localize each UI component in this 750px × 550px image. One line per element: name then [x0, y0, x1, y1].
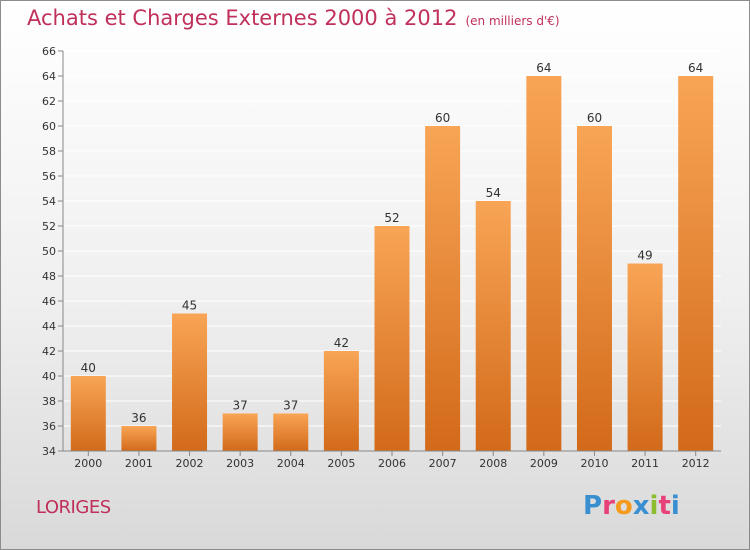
- x-tick-label: 2004: [277, 457, 305, 470]
- data-label: 36: [131, 411, 146, 425]
- data-label: 45: [182, 299, 197, 313]
- bar-2006: [374, 226, 410, 451]
- x-tick-label: 2006: [378, 457, 406, 470]
- logo-letter: o: [614, 491, 633, 521]
- data-label: 60: [587, 111, 602, 125]
- logo-letter: i: [649, 491, 659, 521]
- logo-letter: r: [602, 491, 615, 521]
- bar-2008: [475, 201, 511, 451]
- data-label: 52: [384, 211, 399, 225]
- chart-title-text: Achats et Charges Externes 2000 à 2012: [27, 6, 458, 30]
- commune-name: LORIGES: [36, 497, 111, 518]
- bar-2003: [222, 413, 258, 451]
- data-label: 40: [81, 361, 96, 375]
- y-tick-label: 46: [42, 295, 56, 308]
- y-tick-label: 62: [42, 95, 56, 108]
- logo-letter: i: [670, 491, 680, 521]
- y-tick-label: 50: [42, 245, 56, 258]
- x-tick-label: 2005: [327, 457, 355, 470]
- data-label: 60: [435, 111, 450, 125]
- x-tick-label: 2000: [74, 457, 102, 470]
- bar-2012: [678, 76, 714, 451]
- y-tick-label: 56: [42, 170, 56, 183]
- x-tick-label: 2009: [530, 457, 558, 470]
- y-tick-label: 54: [42, 195, 56, 208]
- data-label: 49: [637, 249, 652, 263]
- x-tick-label: 2008: [479, 457, 507, 470]
- y-tick-label: 44: [42, 320, 56, 333]
- y-tick-label: 40: [42, 370, 56, 383]
- y-tick-label: 66: [42, 45, 56, 58]
- data-label: 64: [536, 61, 551, 75]
- bar-2011: [627, 263, 663, 451]
- data-label: 54: [486, 186, 501, 200]
- bar-2001: [121, 426, 157, 451]
- x-tick-label: 2011: [631, 457, 659, 470]
- bar-2009: [526, 76, 562, 451]
- y-tick-label: 34: [42, 445, 56, 458]
- bar-2002: [172, 313, 208, 451]
- logo-letter: t: [658, 491, 671, 521]
- data-label: 42: [334, 336, 349, 350]
- chart-title: Achats et Charges Externes 2000 à 2012 (e…: [27, 6, 560, 30]
- y-tick-label: 60: [42, 120, 56, 133]
- proxiti-logo[interactable]: Proxiti: [583, 491, 680, 521]
- x-tick-label: 2002: [176, 457, 204, 470]
- logo-letter: P: [583, 491, 603, 521]
- chart-unit: (en milliers d'€): [465, 14, 560, 28]
- y-tick-label: 64: [42, 70, 56, 83]
- logo-letter: x: [632, 491, 650, 521]
- x-tick-label: 2010: [580, 457, 608, 470]
- x-tick-label: 2007: [429, 457, 457, 470]
- bar-2010: [576, 126, 612, 451]
- bar-2004: [273, 413, 309, 451]
- y-tick-label: 38: [42, 395, 56, 408]
- data-label: 37: [233, 399, 248, 413]
- bar-2007: [425, 126, 461, 451]
- x-tick-label: 2003: [226, 457, 254, 470]
- bar-2000: [70, 376, 106, 451]
- y-tick-label: 36: [42, 420, 56, 433]
- y-tick-label: 58: [42, 145, 56, 158]
- x-tick-label: 2001: [125, 457, 153, 470]
- x-tick-label: 2012: [682, 457, 710, 470]
- y-tick-label: 48: [42, 270, 56, 283]
- bar-2005: [323, 351, 359, 451]
- data-label: 64: [688, 61, 703, 75]
- y-tick-label: 42: [42, 345, 56, 358]
- data-label: 37: [283, 399, 298, 413]
- y-tick-label: 52: [42, 220, 56, 233]
